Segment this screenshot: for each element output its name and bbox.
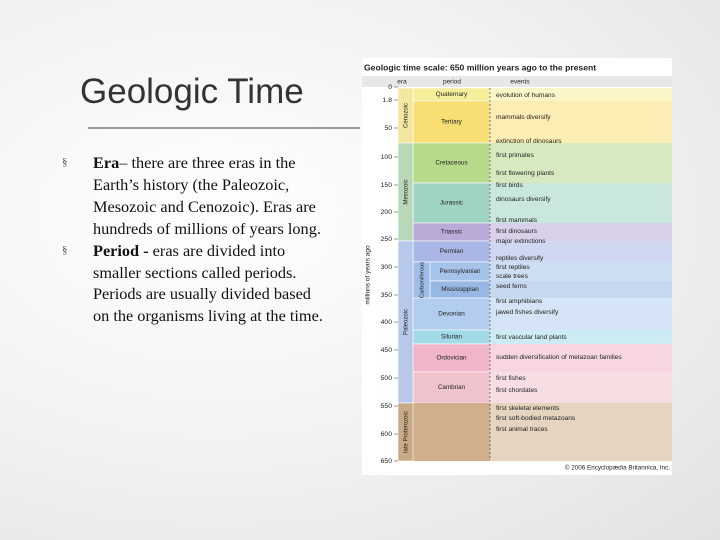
event-band [490,101,672,143]
tick-label: 200 [381,209,393,216]
event-band [490,330,672,344]
tick-label: 550 [381,403,393,410]
tick-label: 500 [381,375,393,382]
period-label: Jurassic [440,200,463,207]
tick-label: 250 [381,236,393,243]
event-label: jawed fishes diversify [495,309,559,316]
event-label: mammals diversify [496,114,551,121]
event-label: major extinctions [496,238,546,245]
event-label: first flowering plants [496,170,555,177]
period-label: Silurian [441,334,462,341]
event-label: first soft-bodied metazoans [496,415,576,422]
event-label: first amphibians [496,298,543,305]
column-header: period [443,79,461,86]
event-label: seed ferns [496,283,527,290]
period-label: Permian [440,248,464,255]
period-band [412,343,491,373]
period-label: Cretaceous [435,160,467,167]
event-label: scale trees [496,273,529,280]
event-band [490,143,672,183]
era-band [397,402,414,462]
title-rule [88,127,360,129]
event-band [490,298,672,330]
event-label: reptiles diversify [496,255,544,262]
tick-label: 600 [381,431,393,438]
period-label: Cambrian [438,384,466,391]
event-label: evolution of humans [496,92,556,99]
event-band [490,183,672,223]
event-band [490,372,672,403]
tick-label: 300 [381,264,393,271]
period-band [412,142,491,184]
bullet-text: – there are three eras in the Earth’s hi… [93,153,321,238]
event-label: first vascular land plants [496,334,567,341]
tick-label: 0 [388,84,392,91]
event-label: first mammals [496,217,538,224]
era-label: Cenozoic [404,103,410,128]
era-label: Mesozoic [404,179,410,204]
bullet: Era– there are three eras in the Earth’s… [62,152,324,240]
period-band [412,371,491,404]
axis-label: millions of years ago [365,245,372,305]
tick-label: 50 [384,125,392,132]
event-label: sudden diversification of metazoan famil… [496,354,622,361]
tick-label: 450 [381,347,393,354]
period-label: Quaternary [436,91,468,98]
event-label: first birds [496,182,523,189]
bullet-list: Era– there are three eras in the Earth’s… [62,152,324,327]
event-label: first animal traces [496,426,548,433]
bullet-term: Era [93,153,120,172]
figure-title: Geologic time scale: 650 million years a… [364,62,596,72]
period-band [412,100,491,144]
event-label: dinosaurs diversify [496,196,551,203]
era-label: Paleozoic [404,309,410,335]
tick-label: 150 [381,182,393,189]
bullet: Period - eras are divided into smaller s… [62,240,324,328]
figure-credit: © 2006 Encyclopædia Britannica, Inc. [565,464,670,472]
header-band [362,76,672,87]
period-label: Triassic [441,229,462,236]
era-label: late Proterozoic [404,411,410,453]
slide-title: Geologic Time [80,72,304,111]
event-band [490,344,672,372]
event-label: first skeletal elements [496,405,560,412]
tick-label: 650 [381,458,393,465]
event-label: first primates [496,152,534,159]
period-band [412,297,491,331]
column-header: events [510,79,530,86]
tick-label: 1.8 [383,97,393,104]
event-label: first dinosaurs [496,228,538,235]
event-band [490,262,672,281]
tick-label: 100 [381,154,393,161]
event-band [490,241,672,262]
bullet-term: Period - [93,240,149,260]
period-label: Pennsylvanian [440,268,481,275]
period-label: Devonian [438,311,465,318]
period-label: Mississippian [441,286,479,293]
bullet-text: eras are divided into smaller sections c… [93,240,323,326]
period-label: Ordovician [436,355,467,362]
period-label: Tertiary [441,119,462,126]
group-label: Carboniferous [420,262,426,299]
period-band [412,182,491,224]
column-header: era [397,79,407,86]
tick-label: 350 [381,292,393,299]
event-label: first reptiles [496,264,530,271]
event-band [490,88,672,101]
event-label: first chordates [496,387,538,394]
event-label: first fishes [496,375,526,382]
event-band [490,281,672,298]
event-band [490,403,672,461]
event-label: extinction of dinosaurs [496,138,562,145]
event-band [490,223,672,241]
tick-label: 400 [381,319,393,326]
period-band [413,403,490,461]
